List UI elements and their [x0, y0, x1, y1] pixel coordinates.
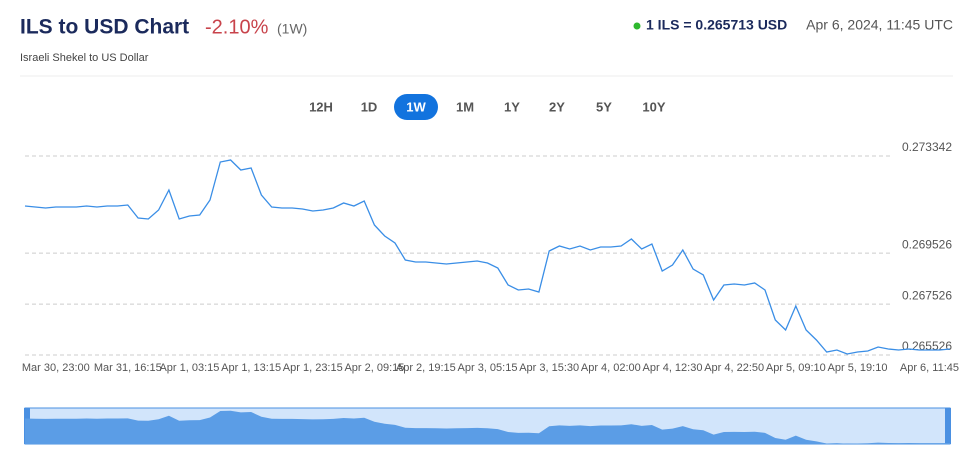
x-tick-label: Apr 5, 19:10 — [828, 362, 888, 374]
x-tick-label: Mar 30, 23:00 — [22, 362, 90, 374]
x-tick-label: Apr 4, 12:30 — [643, 362, 703, 374]
period: (1W) — [277, 21, 307, 37]
range-button[interactable]: 1Y — [504, 99, 520, 114]
rate: 1 ILS = 0.265713 USD — [646, 17, 787, 33]
range-button[interactable]: 1W — [406, 99, 426, 114]
range-button[interactable]: 2Y — [549, 99, 565, 114]
subtitle: Israeli Shekel to US Dollar — [20, 52, 149, 64]
range-buttons: 12H 1D 1W 1M 1Y 2Y 5Y 10Y — [309, 94, 666, 120]
x-tick-label: Apr 1, 03:15 — [159, 362, 219, 374]
y-tick-label: 0.273342 — [902, 140, 952, 154]
change: -2.10% — [205, 16, 269, 38]
navigator-area — [25, 410, 950, 444]
range-button[interactable]: 10Y — [642, 99, 665, 114]
plot: 0.273342 0.269526 0.267526 0.265526 Mar 30, … — [22, 140, 959, 374]
y-tick-label: 0.267526 — [902, 288, 952, 302]
x-tick-label: Apr 3, 05:15 — [458, 362, 518, 374]
range-button[interactable]: 1M — [456, 99, 474, 114]
x-tick-label: Apr 4, 02:00 — [581, 362, 641, 374]
y-tick-label: 0.265526 — [902, 339, 952, 353]
x-tick-label: Apr 6, 11:45 — [900, 362, 959, 374]
x-tick-label: Apr 1, 23:15 — [283, 362, 343, 374]
x-tick-label: Apr 1, 13:15 — [221, 362, 281, 374]
range-button-active[interactable] — [394, 94, 438, 120]
x-tick-label: Apr 4, 22:50 — [704, 362, 764, 374]
live-dot — [633, 22, 641, 30]
y-tick-label: 0.269526 — [902, 237, 952, 251]
range-button[interactable]: 5Y — [596, 99, 612, 114]
range-button[interactable]: 1D — [361, 99, 378, 114]
x-tick-label: Apr 5, 09:10 — [766, 362, 826, 374]
navigator-handle[interactable] — [945, 408, 951, 444]
x-tick-label: Mar 31, 16:15 — [94, 362, 162, 374]
range-button[interactable]: 12H — [309, 99, 333, 114]
price-line — [24, 159, 951, 355]
x-tick-label: Apr 2, 09:15 — [344, 362, 404, 374]
x-tick-label: Apr 3, 15:30 — [519, 362, 579, 374]
title: ILS to USD Chart — [20, 16, 189, 39]
x-tick-label: Apr 2, 19:15 — [396, 362, 456, 374]
timestamp: Apr 6, 2024, 11:45 UTC — [806, 17, 953, 33]
